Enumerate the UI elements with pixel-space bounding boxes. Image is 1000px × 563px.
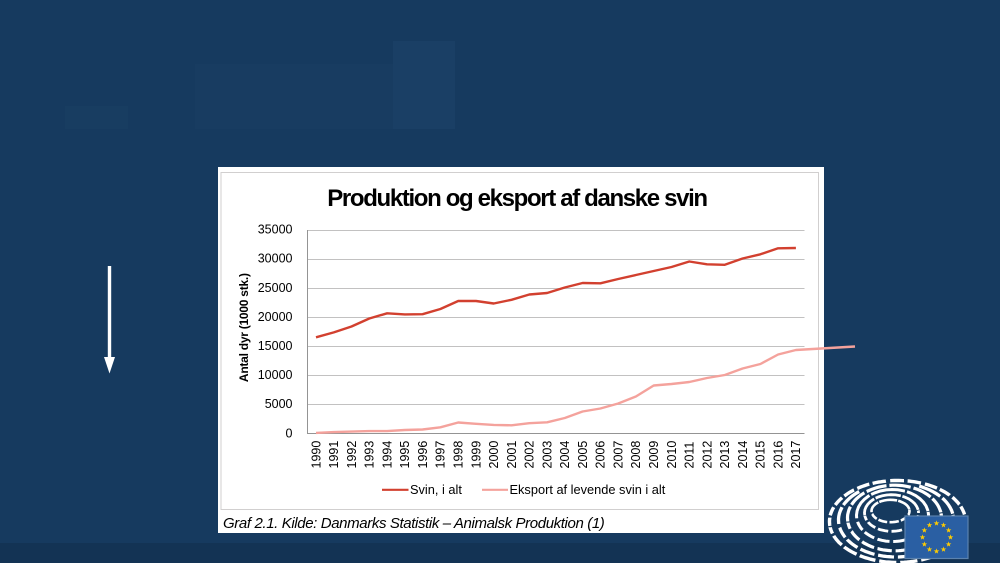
svg-text:Graf 2.1. Kilde: Danmarks Stat: Graf 2.1. Kilde: Danmarks Statistik – An… bbox=[223, 515, 605, 532]
svg-text:0: 0 bbox=[286, 426, 293, 440]
svg-text:2014: 2014 bbox=[736, 441, 750, 469]
svg-text:30000: 30000 bbox=[258, 252, 293, 266]
svg-text:2004: 2004 bbox=[558, 441, 572, 469]
svg-text:2000: 2000 bbox=[487, 441, 501, 469]
svg-text:Svin, i alt: Svin, i alt bbox=[410, 482, 462, 497]
svg-text:1999: 1999 bbox=[469, 441, 483, 469]
svg-text:2005: 2005 bbox=[576, 441, 590, 469]
svg-text:2011: 2011 bbox=[683, 442, 697, 469]
svg-text:1996: 1996 bbox=[416, 441, 430, 469]
svg-text:1991: 1991 bbox=[327, 441, 341, 469]
svg-text:2009: 2009 bbox=[647, 441, 661, 469]
svg-text:2002: 2002 bbox=[523, 441, 537, 469]
svg-text:1992: 1992 bbox=[345, 441, 359, 469]
svg-text:2012: 2012 bbox=[700, 441, 714, 469]
svg-text:2008: 2008 bbox=[629, 441, 643, 469]
svg-text:2006: 2006 bbox=[594, 441, 608, 469]
svg-text:Antal dyr (1000 stk.): Antal dyr (1000 stk.) bbox=[237, 273, 251, 382]
svg-text:1995: 1995 bbox=[398, 441, 412, 469]
svg-text:1997: 1997 bbox=[434, 441, 448, 469]
svg-text:25000: 25000 bbox=[258, 281, 293, 295]
svg-text:1998: 1998 bbox=[452, 441, 466, 469]
svg-text:2007: 2007 bbox=[612, 441, 626, 469]
svg-text:2015: 2015 bbox=[754, 441, 768, 469]
svg-text:2017: 2017 bbox=[789, 441, 803, 469]
svg-text:20000: 20000 bbox=[258, 310, 293, 324]
svg-text:2013: 2013 bbox=[718, 441, 732, 469]
svg-text:1994: 1994 bbox=[380, 441, 394, 469]
svg-text:Eksport af levende svin i alt: Eksport af levende svin i alt bbox=[510, 482, 666, 497]
svg-text:2010: 2010 bbox=[665, 441, 679, 469]
svg-text:5000: 5000 bbox=[265, 397, 293, 411]
svg-text:15000: 15000 bbox=[258, 339, 293, 353]
svg-text:Produktion og eksport af dansk: Produktion og eksport af danske svin bbox=[327, 185, 707, 212]
svg-text:2003: 2003 bbox=[540, 441, 554, 469]
svg-text:1990: 1990 bbox=[309, 441, 323, 469]
svg-text:2001: 2001 bbox=[505, 441, 519, 469]
svg-text:1993: 1993 bbox=[363, 441, 377, 469]
svg-text:10000: 10000 bbox=[258, 368, 293, 382]
svg-text:35000: 35000 bbox=[258, 223, 293, 237]
svg-text:2016: 2016 bbox=[771, 441, 785, 469]
